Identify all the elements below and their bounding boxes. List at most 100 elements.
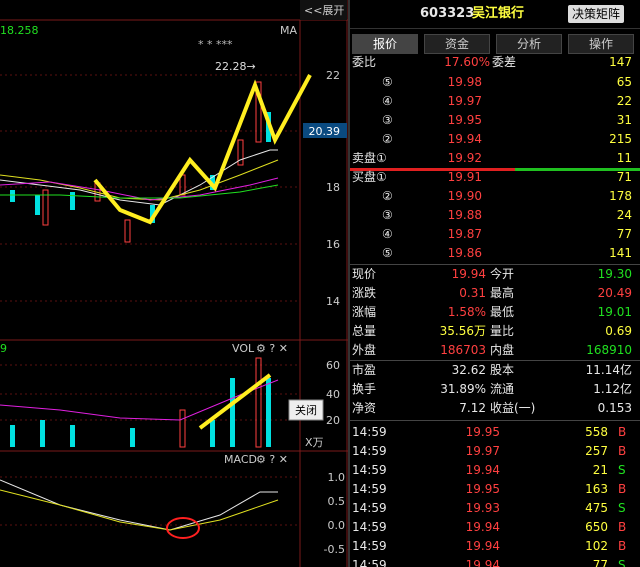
trade-volume: 650: [585, 520, 608, 534]
candle: [35, 195, 40, 215]
separator: [350, 420, 640, 421]
expand-label[interactable]: <<展开: [304, 4, 344, 17]
tab[interactable]: 分析: [496, 34, 562, 54]
stat-label: 外盘: [352, 343, 377, 357]
order-level: ②: [382, 132, 393, 146]
trade-price: 19.94: [465, 539, 500, 553]
order-volume: 178: [609, 189, 632, 203]
sell-buy-divider: [350, 168, 515, 171]
vol-bar: [130, 428, 135, 447]
panel-borders: [0, 0, 348, 567]
order-level: ④: [382, 227, 393, 241]
candle: [70, 192, 75, 210]
value: 147: [609, 55, 632, 69]
decision-button[interactable]: 决策矩阵: [568, 5, 625, 23]
stat-value: 19.30: [597, 267, 632, 281]
vol-bar: [179, 409, 186, 448]
axis-label: 60: [326, 359, 340, 372]
trade-price: 19.95: [465, 425, 500, 439]
order-level: ③: [382, 113, 393, 127]
stat-value: 168910: [586, 343, 632, 357]
order-volume: 77: [616, 227, 632, 241]
unit-label: X万: [305, 436, 324, 449]
tab[interactable]: 报价: [352, 34, 418, 54]
trade-side: B: [618, 482, 627, 496]
stat-label: 量比: [490, 324, 515, 338]
axis-label: 18: [326, 181, 340, 194]
trade-volume: 558: [585, 425, 608, 439]
order-price: 19.95: [447, 113, 482, 127]
value: 17.60%: [444, 55, 490, 69]
trade-time: 14:59: [352, 425, 387, 439]
order-volume: 141: [609, 246, 632, 260]
high-label: 22.28→: [215, 60, 256, 73]
highlight-circle: [166, 517, 200, 539]
vol-value: 9: [0, 342, 7, 355]
kline-chart: 18.258 * * *** MA 22.28→ 22 20.39 18 16 …: [0, 0, 348, 567]
separator: [350, 264, 640, 265]
trade-side: B: [618, 520, 627, 534]
order-volume: 215: [609, 132, 632, 146]
stock-name: 吴江银行: [472, 6, 525, 21]
trade-volume: 102: [585, 539, 608, 553]
stock-code: 603323: [420, 6, 475, 21]
stat-label: 流通: [490, 382, 515, 396]
trade-price: 19.95: [465, 482, 500, 496]
ma-line: [0, 184, 279, 199]
vol-bar: [230, 378, 235, 447]
order-volume: 65: [616, 75, 632, 89]
order-price: 19.94: [447, 132, 482, 146]
stat-value: 186703: [440, 343, 486, 357]
sell-buy-divider: [515, 168, 640, 171]
order-volume: 24: [616, 208, 632, 222]
macd-label: MACD: [224, 453, 257, 466]
order-level: ⑤: [382, 75, 393, 89]
axis-label: 14: [326, 295, 340, 308]
stat-label: 总量: [352, 324, 377, 338]
stat-value: 0.69: [605, 324, 632, 338]
settings-icon[interactable]: ⚙ ? ✕: [256, 342, 288, 355]
trade-side: B: [618, 539, 627, 553]
tab[interactable]: 操作: [568, 34, 634, 54]
stat-label: 换手: [352, 382, 377, 396]
vol-bar: [40, 420, 45, 447]
axis-label: 40: [326, 388, 340, 401]
stat-value: 20.49: [597, 286, 632, 300]
ma-line: [0, 177, 279, 201]
stat-value: 19.94: [451, 267, 486, 281]
panel-divider: [348, 0, 350, 567]
stat-label: 涨跌: [352, 286, 377, 300]
stat-value: 1.58%: [447, 305, 486, 319]
trade-price: 19.94: [465, 520, 500, 534]
close-button[interactable]: [288, 399, 324, 421]
vol-bar: [210, 420, 215, 447]
expand-button[interactable]: [300, 0, 347, 20]
stat-value: 0.31: [459, 286, 486, 300]
trade-time: 14:59: [352, 444, 387, 458]
stat-label: 涨幅: [352, 305, 377, 319]
settings-icon[interactable]: ⚙ ? ✕: [256, 453, 288, 466]
axis-label: 1.0: [328, 471, 346, 484]
separator: [350, 360, 640, 361]
axis-label: 0.0: [328, 519, 346, 532]
order-volume: 11: [616, 151, 632, 165]
label: 委比: [352, 55, 377, 69]
stat-label: 最低: [490, 305, 515, 319]
order-level: ⑤: [382, 246, 393, 260]
order-level: 买盘①: [352, 170, 387, 184]
chart-bg: [0, 0, 348, 567]
tab[interactable]: 资金: [424, 34, 490, 54]
trade-volume: 257: [585, 444, 608, 458]
stat-value: 7.12: [459, 401, 486, 415]
stat-label: 净资: [352, 401, 377, 415]
stat-label: 内盘: [490, 343, 515, 357]
close-button-label[interactable]: 关闭: [295, 403, 317, 417]
stat-value: 31.89%: [440, 382, 486, 396]
header-line: [350, 28, 640, 29]
order-price: 19.90: [447, 189, 482, 203]
vol-bar: [10, 425, 15, 447]
trade-side: B: [618, 425, 627, 439]
stat-value: 11.14亿: [585, 363, 632, 377]
candle: [10, 190, 15, 202]
